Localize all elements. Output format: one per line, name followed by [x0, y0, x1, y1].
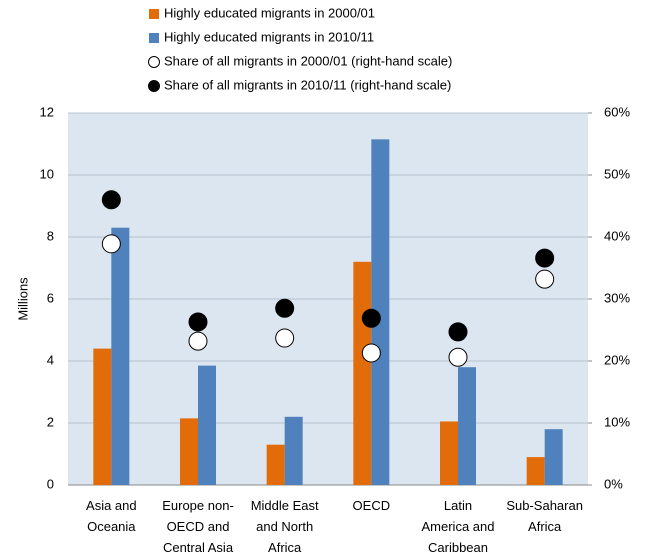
- bar: [440, 421, 458, 485]
- bar: [371, 139, 390, 485]
- share-dot: [448, 347, 468, 367]
- y-tick-label: 2: [47, 414, 54, 429]
- y-tick-label: 4: [47, 352, 54, 367]
- bar: [266, 444, 285, 485]
- y-tick-label: 8: [47, 228, 54, 243]
- legend-label: Share of all migrants in 2010/11 (right-…: [164, 77, 451, 92]
- share-dot: [535, 248, 555, 268]
- x-tick-label: Sub-Saharan Africa: [506, 498, 583, 534]
- bar: [198, 365, 216, 485]
- x-tick-label: Europe non-OECD and Central Asia: [162, 498, 234, 555]
- legend-label: Share of all migrants in 2000/01 (right-…: [164, 53, 452, 68]
- share-dot: [188, 331, 208, 351]
- legend-marker: [149, 9, 159, 19]
- y2-tick-label: 20%: [604, 352, 630, 367]
- legend-marker: [148, 80, 160, 92]
- share-dot: [101, 190, 121, 210]
- bar: [458, 367, 476, 485]
- share-dot: [535, 269, 555, 289]
- y2-tick-label: 0%: [604, 476, 623, 491]
- legend-marker: [149, 33, 159, 43]
- x-tick-label: Asia and Oceania: [86, 498, 137, 534]
- y-axis-label: Millions: [15, 277, 30, 321]
- bar: [284, 416, 303, 485]
- legend-marker: [148, 56, 160, 68]
- x-tick-label: OECD: [353, 498, 391, 513]
- legend-label: Highly educated migrants in 2010/11: [164, 29, 374, 44]
- y2-tick-label: 40%: [604, 228, 630, 243]
- y2-tick-label: 30%: [604, 290, 630, 305]
- share-dot: [448, 322, 468, 342]
- bar: [93, 348, 112, 485]
- bar: [111, 227, 130, 485]
- y-tick-label: 0: [47, 476, 54, 491]
- share-dot: [101, 234, 121, 254]
- x-tick-label: Latin America and Caribbean: [422, 498, 495, 555]
- x-tick-label: Middle East and North Africa: [251, 498, 319, 555]
- share-dot: [275, 298, 295, 318]
- y2-tick-label: 50%: [604, 166, 630, 181]
- share-dot: [361, 343, 381, 363]
- y2-tick-label: 60%: [604, 104, 630, 119]
- y-tick-label: 6: [47, 290, 54, 305]
- y-tick-label: 12: [40, 104, 54, 119]
- bar: [544, 429, 563, 485]
- share-dot: [188, 312, 208, 332]
- share-dot: [275, 328, 295, 348]
- bar: [353, 261, 372, 485]
- bar: [526, 457, 545, 485]
- y-tick-label: 10: [40, 166, 54, 181]
- share-dot: [361, 308, 381, 328]
- bar: [180, 418, 198, 485]
- legend-label: Highly educated migrants in 2000/01: [164, 5, 375, 20]
- y2-tick-label: 10%: [604, 414, 630, 429]
